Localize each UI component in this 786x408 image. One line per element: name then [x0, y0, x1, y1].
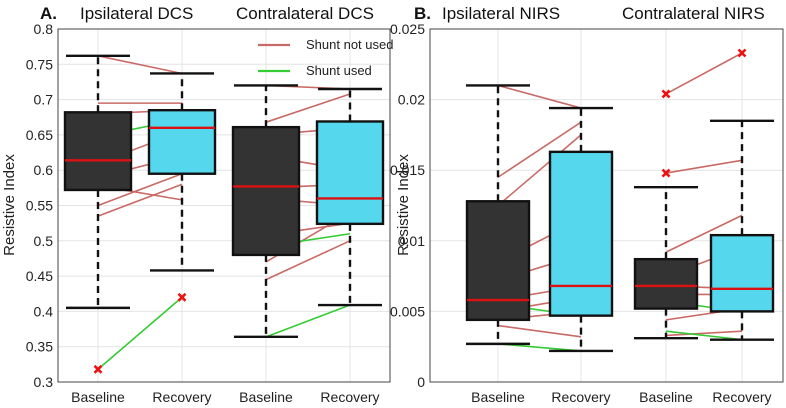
legend: Shunt not used Shunt used — [258, 37, 393, 78]
x-tick-label: Baseline — [471, 389, 525, 405]
paired-line-shunt-not-used — [665, 330, 743, 337]
paired-line-shunt-not-used — [497, 84, 582, 109]
box-iqr — [633, 257, 699, 310]
y-tick-label: 0.35 — [26, 339, 53, 355]
box-recovery — [147, 72, 217, 272]
y-tick-label: 0.5 — [34, 233, 54, 249]
legend-shunt-not-used-label: Shunt not used — [306, 37, 393, 52]
panel-a-outliers — [93, 292, 187, 374]
panel-a: A. Ipsilateral DCS Contralateral DCS Res… — [1, 4, 393, 405]
paired-line-shunt-used — [97, 296, 183, 370]
x-tick-label: Recovery — [152, 389, 211, 405]
panel-b-outliers — [661, 48, 747, 178]
box-iqr — [147, 108, 217, 175]
outlier-marker — [737, 48, 747, 58]
y-tick-label: 0.02 — [398, 92, 425, 108]
outlier-marker — [661, 89, 671, 99]
y-tick-label: 0.01 — [398, 233, 425, 249]
panel-b-boxes — [465, 84, 775, 353]
x-tick-label: Recovery — [712, 389, 771, 405]
x-tick-label: Recovery — [551, 389, 610, 405]
legend-shunt-used-label: Shunt used — [306, 63, 372, 78]
y-tick-label: 0.015 — [390, 162, 425, 178]
plot-frame — [429, 28, 784, 383]
y-tick-label: 0.7 — [34, 92, 54, 108]
y-tick-label: 0.4 — [34, 303, 54, 319]
panel-b: B. Ipsilateral NIRS Contralateral NIRS R… — [390, 4, 784, 405]
box-recovery — [315, 87, 385, 307]
outlier-marker — [93, 364, 103, 374]
panel-b-axis: 0 0.005 0.01 0.015 0.02 0.025 Baseline Recovery… — [390, 21, 784, 405]
box-iqr — [548, 150, 614, 317]
x-tick-label: Baseline — [239, 389, 293, 405]
panel-a-title-contralateral: Contralateral DCS — [236, 4, 374, 23]
y-tick-label: 0.75 — [26, 56, 53, 72]
x-tick-label: Baseline — [639, 389, 693, 405]
panel-b-paired-lines — [497, 52, 743, 352]
paired-line-shunt-not-used — [665, 52, 743, 95]
panel-b-title-ipsilateral: Ipsilateral NIRS — [442, 4, 560, 23]
paired-line-shunt-not-used — [97, 183, 183, 217]
panel-b-letter: B. — [414, 4, 431, 23]
y-tick-label: 0.45 — [26, 268, 53, 284]
panel-b-ylabel: Resistive Index — [395, 154, 412, 256]
panel-a-ylabel: Resistive Index — [1, 154, 18, 256]
box-iqr — [315, 120, 385, 226]
paired-line-shunt-not-used — [97, 55, 183, 75]
paired-line-shunt-used — [265, 304, 351, 338]
y-tick-label: 0.55 — [26, 198, 53, 214]
y-tick-label: 0.025 — [390, 21, 425, 37]
box-iqr — [63, 111, 133, 192]
paired-line-shunt-not-used — [497, 121, 582, 178]
plot-frame — [57, 28, 391, 383]
paired-line-shunt-used — [665, 330, 743, 341]
panel-a-axis: 0.3 0.35 0.4 0.45 0.5 0.55 0.6 0.65 0.7 0.75 0.8 Ba… — [26, 21, 391, 405]
paired-line-shunt-not-used — [97, 172, 183, 207]
y-tick-label: 0.005 — [390, 303, 425, 319]
paired-line-shunt-not-used — [665, 159, 743, 174]
panel-a-letter: A. — [40, 4, 57, 23]
x-tick-label: Recovery — [320, 389, 379, 405]
panel-a-paired-lines — [97, 55, 351, 370]
panel-a-title-ipsilateral: Ipsilateral DCS — [80, 4, 193, 23]
x-tick-label: Baseline — [71, 389, 125, 405]
box-iqr — [465, 200, 531, 322]
box-iqr — [709, 233, 775, 313]
y-tick-label: 0.65 — [26, 127, 53, 143]
box-recovery — [709, 119, 775, 341]
y-tick-label: 0 — [417, 374, 425, 390]
box-baseline — [633, 185, 699, 340]
box-baseline — [465, 84, 531, 346]
paired-line-shunt-not-used — [665, 214, 743, 253]
panel-a-boxes — [63, 54, 385, 339]
box-iqr — [231, 125, 301, 257]
outlier-marker — [177, 292, 187, 302]
y-tick-label: 0.3 — [34, 374, 54, 390]
panel-b-title-contralateral: Contralateral NIRS — [622, 4, 765, 23]
outlier-marker — [661, 168, 671, 178]
paired-line-shunt-not-used — [497, 134, 582, 207]
y-tick-label: 0.6 — [34, 162, 54, 178]
box-baseline — [63, 54, 133, 310]
box-recovery — [548, 106, 614, 353]
paired-line-shunt-not-used — [497, 324, 582, 338]
paired-line-shunt-not-used — [265, 93, 351, 123]
paired-line-shunt-not-used — [265, 240, 351, 281]
box-baseline — [231, 84, 301, 339]
y-tick-label: 0.8 — [34, 21, 54, 37]
